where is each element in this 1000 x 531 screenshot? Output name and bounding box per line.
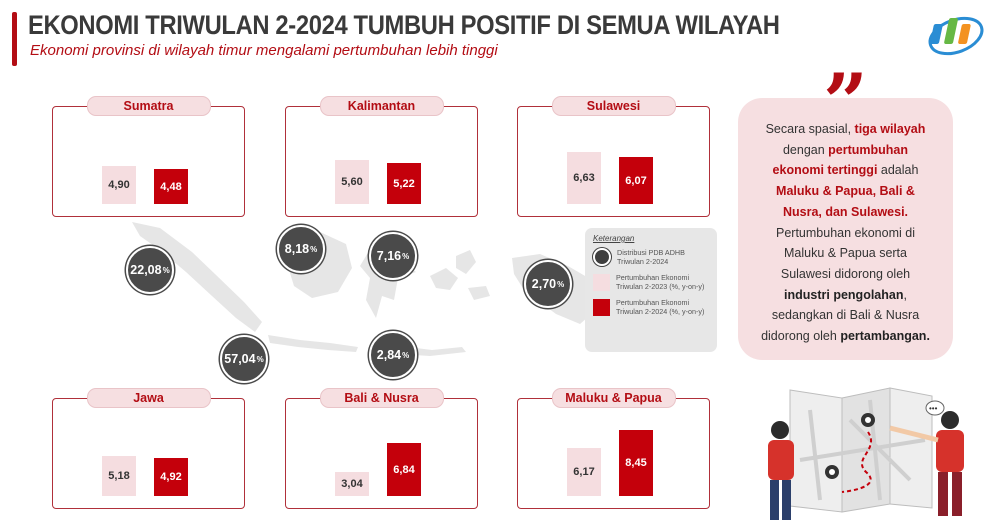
distribution-bubble-jawa: 57,04% [220,335,268,383]
region-label: Kalimantan [319,96,444,116]
bar-2023: 6,63 [567,152,601,204]
bar-2024: 6,07 [619,157,653,204]
bubble-unit: % [310,244,318,254]
bubble-value: 57,04 [224,352,256,366]
region-panel-kalimantan: Kalimantan 5,60 5,22 [285,96,478,217]
region-panel-sulawesi: Sulawesi 6,63 6,07 [517,96,710,217]
quote-card [738,98,953,360]
bar-2024: 4,48 [154,169,188,204]
bubble-unit: % [402,350,410,360]
distribution-bubble-bali-nusra: 2,84% [369,331,417,379]
legend-swatch-2024 [593,298,610,316]
legend-text: Pertumbuhan Ekonomi Triwulan 2-2023 (%, y… [616,273,705,291]
distribution-bubble-sulawesi: 7,16% [369,232,417,280]
legend-item-distribution: Distribusi PDB ADHB Triwulan 2-2024 [593,248,709,266]
distribution-bubble-maluku-papua: 2,70% [524,260,572,308]
region-panel-bali-nusra: Bali & Nusra 3,04 6,84 [285,388,478,509]
bubble-value: 22,08 [130,263,162,277]
region-panel-maluku-papua: Maluku & Papua 6,17 8,45 [517,388,710,509]
bubble-unit: % [557,279,565,289]
region-label: Sumatra [86,96,211,116]
title-accent-bar [12,12,17,66]
legend-title: Keterangan [593,234,635,243]
quote-text: Secara spasial, tiga wilayah dengan pert… [761,122,930,344]
bar-2023: 4,90 [102,166,136,204]
bar-2024: 4,92 [154,458,188,496]
legend: Keterangan Distribusi PDB ADHB Triwulan 2… [585,228,717,352]
bubble-unit: % [402,251,410,261]
svg-text:•••: ••• [929,404,938,413]
legend-text: Pertumbuhan Ekonomi Triwulan 2-2024 (%, y… [616,298,705,316]
region-label: Bali & Nusra [319,388,444,408]
distribution-bubble-sumatra: 22,08% [126,246,174,294]
bar-2023: 5,60 [335,160,369,204]
bubble-unit: % [256,354,264,364]
region-label: Sulawesi [551,96,676,116]
legend-item-2023: Pertumbuhan Ekonomi Triwulan 2-2023 (%, y… [593,273,709,291]
map-reading-illustration: ••• [768,387,964,520]
bps-logo-icon [928,16,984,56]
distribution-bubble-kalimantan: 8,18% [277,225,325,273]
bar-2024: 6,84 [387,443,421,496]
bubble-value: 2,70 [531,277,557,291]
legend-swatch-dot [593,248,611,266]
page-subtitle: Ekonomi provinsi di wilayah timur mengal… [30,42,498,59]
bubble-value: 8,18 [284,242,310,256]
bubble-value: 7,16 [376,249,402,263]
bubble-value: 2,84 [376,348,402,362]
region-label: Jawa [86,388,211,408]
region-label: Maluku & Papua [551,388,676,408]
legend-item-2024: Pertumbuhan Ekonomi Triwulan 2-2024 (%, y… [593,298,709,316]
bar-2023: 3,04 [335,472,369,496]
region-panel-sumatra: Sumatra 4,90 4,48 [52,96,245,217]
region-panel-jawa: Jawa 5,18 4,92 [52,388,245,509]
bar-2023: 5,18 [102,456,136,496]
bubble-unit: % [162,265,170,275]
bar-2023: 6,17 [567,448,601,496]
legend-text: Distribusi PDB ADHB Triwulan 2-2024 [617,248,685,266]
bar-2024: 5,22 [387,163,421,204]
bar-2024: 8,45 [619,430,653,496]
page-title: EKONOMI TRIWULAN 2-2024 TUMBUH POSITIF D… [28,10,780,40]
quote-mark-icon: ” [823,57,868,148]
legend-swatch-2023 [593,273,610,291]
